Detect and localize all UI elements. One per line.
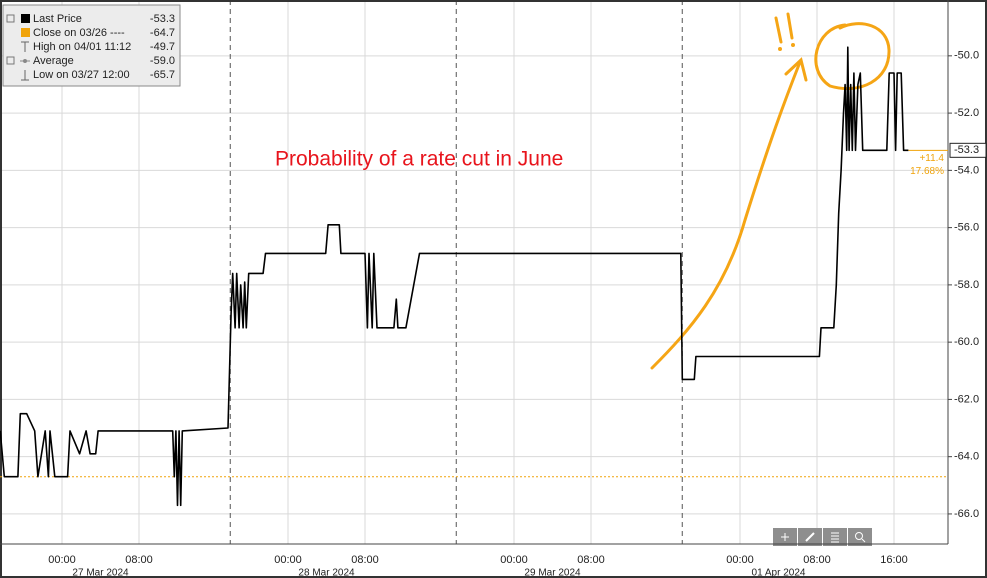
change-label: +11.4: [919, 153, 944, 164]
y-tick-label: -66.0: [954, 508, 979, 520]
y-tick-label: -52.0: [954, 107, 979, 119]
tool-icon: [805, 532, 815, 542]
legend-value: -64.7: [150, 27, 175, 39]
legend-layer: Last Price -53.3 Close on 03/26 ---- -64.7 H…: [33, 13, 175, 81]
change-pct-label: 17.68%: [910, 166, 944, 177]
legend-label: High on 04/01 11:12: [33, 41, 131, 53]
legend-value: -65.7: [150, 69, 175, 81]
tool-icon: [861, 538, 866, 543]
date-label: 27 Mar 2024: [72, 568, 129, 578]
y-tick-label: -58.0: [954, 279, 979, 291]
legend-box: [2, 4, 181, 87]
tool-button[interactable]: [848, 528, 872, 546]
legend-icon: [21, 70, 29, 81]
y-tick-label: -62.0: [954, 393, 979, 405]
tool-button[interactable]: [823, 528, 847, 546]
price-line: [0, 46, 909, 507]
tool-icon: [831, 532, 839, 543]
y-tick-label: -50.0: [954, 50, 979, 62]
y-tick-label: -64.0: [954, 451, 979, 463]
legend-icon: [23, 59, 27, 63]
tool-icon: [781, 533, 789, 541]
legend-label: Low on 03/27 12:00: [33, 69, 130, 81]
x-tick-label: 00:00: [274, 554, 302, 566]
exclamation-dot: [778, 47, 782, 51]
y-tick-label: -54.0: [954, 164, 979, 176]
x-tick-label: 08:00: [351, 554, 379, 566]
x-tick-label: 08:00: [125, 554, 153, 566]
legend-toggle[interactable]: [6, 14, 15, 23]
legend-label: Close on 03/26 ----: [33, 27, 125, 39]
legend-icon: [21, 41, 29, 52]
exclamation-dot: [791, 43, 795, 47]
date-label: 29 Mar 2024: [524, 568, 581, 578]
date-label: 01 Apr 2024: [752, 568, 806, 578]
x-tick-label: 08:00: [577, 554, 605, 566]
y-tick-label: -60.0: [954, 336, 979, 348]
annotation: Probability of a rate cut in June: [275, 148, 563, 171]
x-tick-label: 00:00: [48, 554, 76, 566]
x-tick-label: 08:00: [803, 554, 831, 566]
legend-value: -53.3: [150, 13, 175, 25]
last-price-tag: [949, 142, 987, 158]
arrow-stroke: [650, 60, 802, 370]
toolbar: [773, 528, 872, 546]
highlight-circle: [814, 22, 891, 91]
date-label: 28 Mar 2024: [298, 568, 355, 578]
legend-swatch: [21, 14, 30, 23]
x-tick-label: 16:00: [880, 554, 908, 566]
x-tick-label: 00:00: [726, 554, 754, 566]
y-tick-label: -56.0: [954, 222, 979, 234]
legend-label: Last Price: [33, 13, 82, 25]
legend-value: -49.7: [150, 41, 175, 53]
legend-toggle[interactable]: [6, 56, 15, 65]
legend-swatch: [21, 28, 30, 37]
exclamation: [774, 12, 794, 44]
legend-label: Average: [33, 55, 74, 67]
legend-value: -59.0: [150, 55, 175, 67]
x-tick-label: 00:00: [500, 554, 528, 566]
grid-layer: [0, 0, 948, 544]
last-price-label: -53.3: [954, 144, 979, 156]
tool-icon: [855, 532, 863, 540]
arrow-head: [784, 57, 808, 82]
